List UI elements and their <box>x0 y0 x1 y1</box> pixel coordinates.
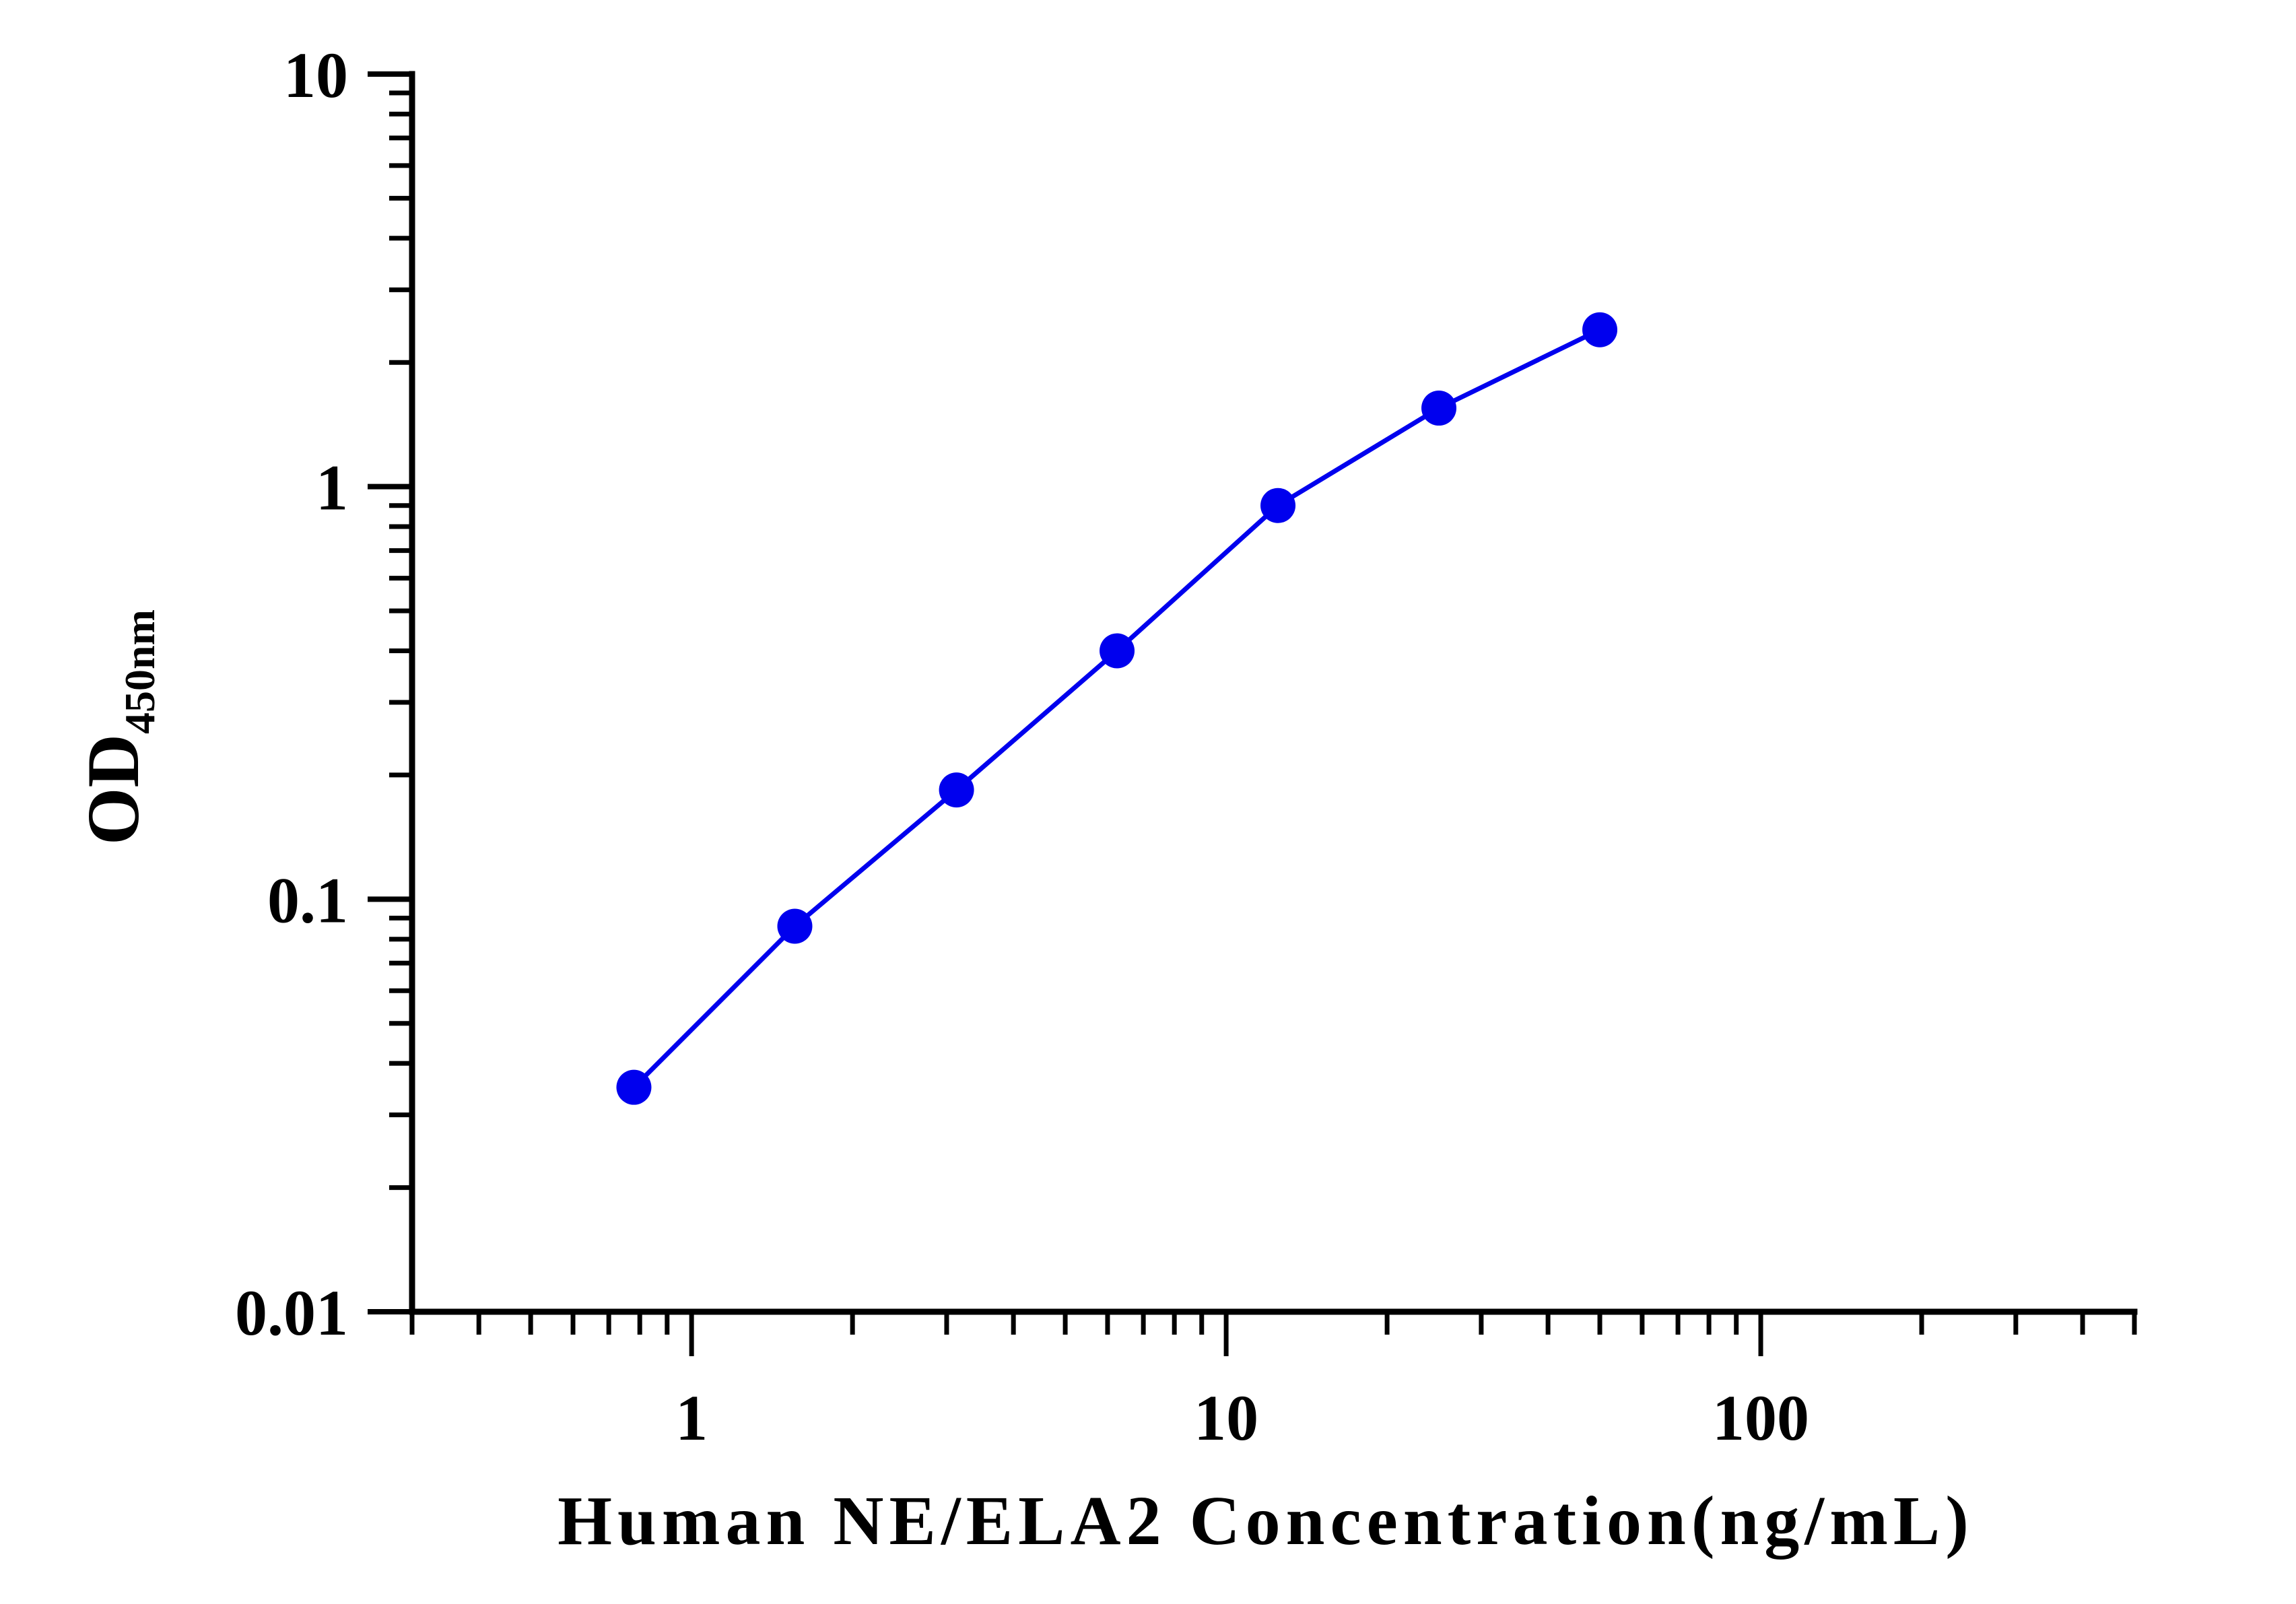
y-axis-title-subscript: 450nm <box>116 609 164 734</box>
data-point <box>939 772 974 808</box>
series-line <box>632 327 1601 1090</box>
y-axis-tick-labels: 0.01 0.1 1 10 <box>235 39 348 1349</box>
data-point <box>777 908 813 944</box>
y-axis-title-main: OD <box>72 734 154 845</box>
data-point <box>616 1069 652 1105</box>
x-tick-label: 10 <box>1194 1382 1258 1454</box>
data-point <box>1260 488 1296 523</box>
x-tick-label: 1 <box>675 1382 708 1454</box>
y-axis-ticks <box>368 71 412 1314</box>
y-tick-label: 1 <box>316 452 348 524</box>
y-tick-label: 0.1 <box>267 864 348 936</box>
data-point <box>1421 391 1457 426</box>
data-point <box>1582 312 1618 347</box>
x-axis-tick-labels: 1 10 100 <box>675 1382 1809 1454</box>
axes: 1 10 100 0.01 0.1 1 10 <box>235 39 2138 1454</box>
x-tick-label: 100 <box>1712 1382 1809 1454</box>
x-axis-title: Human NE/ELA2 Concentration(ng/mL) <box>558 1482 1974 1560</box>
series-group <box>616 312 1618 1105</box>
y-tick-label: 10 <box>283 39 348 111</box>
x-axis-ticks <box>409 1312 2137 1356</box>
y-tick-label: 0.01 <box>235 1277 348 1349</box>
y-axis-title: OD450nm <box>72 609 164 845</box>
data-point <box>1100 633 1135 669</box>
